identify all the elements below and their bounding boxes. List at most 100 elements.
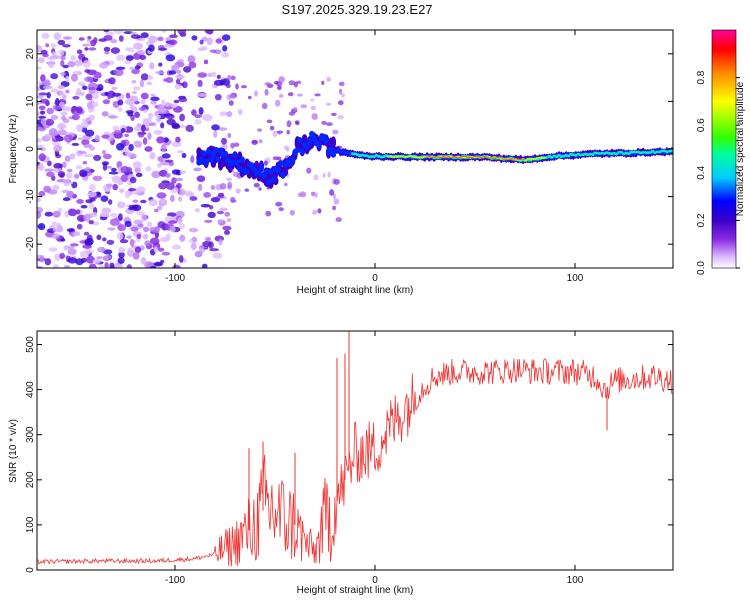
noise-blob bbox=[54, 253, 61, 261]
noise-blob bbox=[96, 234, 102, 241]
noise-blob bbox=[261, 102, 268, 110]
noise-blob bbox=[67, 245, 75, 250]
noise-blob bbox=[148, 35, 158, 43]
noise-blob bbox=[266, 119, 273, 124]
noise-blob bbox=[188, 227, 199, 233]
noise-blob bbox=[276, 130, 284, 134]
noise-blob bbox=[314, 93, 321, 97]
noise-blob bbox=[206, 30, 214, 35]
noise-blob bbox=[87, 82, 98, 91]
noise-blob bbox=[92, 258, 101, 265]
noise-blob bbox=[82, 60, 91, 68]
noise-blob bbox=[274, 81, 279, 85]
noise-blob bbox=[133, 42, 144, 50]
noise-blob bbox=[332, 193, 336, 200]
noise-blob bbox=[39, 110, 46, 115]
noise-blob bbox=[148, 44, 155, 52]
noise-blob bbox=[153, 246, 159, 253]
noise-blob bbox=[216, 74, 221, 79]
noise-blob bbox=[53, 144, 63, 152]
noise-blob bbox=[57, 39, 66, 46]
noise-blob bbox=[140, 257, 147, 265]
noise-blob bbox=[66, 172, 73, 179]
noise-blob bbox=[81, 121, 89, 129]
noise-blob bbox=[154, 226, 160, 234]
noise-blob bbox=[221, 137, 227, 145]
noise-blob bbox=[208, 241, 214, 249]
noise-blob bbox=[46, 92, 51, 99]
noise-blob bbox=[53, 32, 62, 41]
noise-blob bbox=[206, 37, 213, 45]
noise-blob bbox=[157, 162, 162, 168]
noise-blob bbox=[37, 94, 44, 99]
noise-blob bbox=[207, 211, 216, 219]
noise-blob bbox=[264, 82, 271, 86]
noise-blob bbox=[50, 73, 59, 80]
noise-blob bbox=[176, 182, 182, 189]
noise-blob bbox=[181, 152, 187, 159]
noise-blob bbox=[278, 93, 284, 98]
signal-mark bbox=[234, 159, 241, 166]
noise-blob bbox=[138, 106, 146, 112]
noise-blob bbox=[161, 30, 167, 33]
noise-blob bbox=[197, 93, 207, 97]
noise-blob bbox=[157, 156, 164, 162]
noise-blob bbox=[160, 143, 167, 152]
noise-blob bbox=[116, 232, 124, 241]
noise-blob bbox=[37, 211, 42, 219]
noise-blob bbox=[63, 245, 70, 251]
noise-blob bbox=[198, 183, 203, 192]
noise-blob bbox=[83, 231, 90, 236]
signal-mark bbox=[256, 170, 262, 177]
colorbar-gradient bbox=[711, 29, 737, 269]
noise-blob bbox=[51, 142, 62, 146]
noise-blob bbox=[177, 217, 183, 225]
noise-blob bbox=[167, 212, 177, 217]
signal-mark bbox=[213, 146, 219, 154]
noise-blob bbox=[224, 230, 230, 235]
noise-blob bbox=[108, 199, 113, 205]
noise-blob bbox=[109, 218, 120, 227]
noise-blob bbox=[112, 92, 122, 97]
noise-blob bbox=[131, 80, 137, 84]
noise-blob bbox=[78, 150, 87, 155]
noise-blob bbox=[99, 216, 108, 221]
noise-blob bbox=[144, 146, 153, 152]
noise-blob bbox=[48, 129, 59, 137]
signal-mark bbox=[670, 149, 673, 153]
noise-blob bbox=[67, 257, 77, 264]
noise-blob bbox=[311, 113, 319, 120]
noise-blob bbox=[156, 192, 167, 199]
noise-blob bbox=[219, 111, 229, 117]
noise-blob bbox=[183, 66, 192, 73]
snr-xlabel: Height of straight line (km) bbox=[297, 585, 414, 596]
signal-mark bbox=[458, 157, 463, 158]
noise-blob bbox=[179, 234, 186, 242]
noise-blob bbox=[41, 32, 50, 40]
signal-mark bbox=[275, 167, 281, 174]
noise-blob bbox=[76, 199, 84, 204]
noise-blob bbox=[59, 91, 65, 96]
noise-blob bbox=[93, 37, 98, 44]
noise-blob bbox=[309, 98, 315, 102]
noise-blob bbox=[177, 150, 184, 154]
colorbar-ticks: 0.0 0.2 0.4 0.6 0.8 bbox=[696, 70, 740, 275]
y-tick-label: 200 bbox=[25, 471, 36, 488]
noise-blob bbox=[227, 181, 233, 189]
noise-blob bbox=[37, 111, 41, 116]
signal-mark bbox=[509, 158, 513, 160]
noise-blob bbox=[157, 36, 164, 42]
noise-blob bbox=[38, 190, 46, 197]
noise-blob bbox=[70, 243, 79, 247]
noise-blob bbox=[150, 93, 156, 97]
noise-blob bbox=[199, 39, 204, 45]
noise-blob bbox=[91, 101, 99, 108]
noise-blob bbox=[213, 79, 224, 86]
noise-blob bbox=[165, 159, 174, 163]
noise-blob bbox=[52, 210, 61, 218]
noise-blob bbox=[202, 114, 213, 122]
noise-blob bbox=[133, 219, 143, 225]
noise-blob bbox=[258, 187, 262, 191]
noise-blob bbox=[321, 120, 327, 125]
noise-blob bbox=[44, 211, 54, 217]
